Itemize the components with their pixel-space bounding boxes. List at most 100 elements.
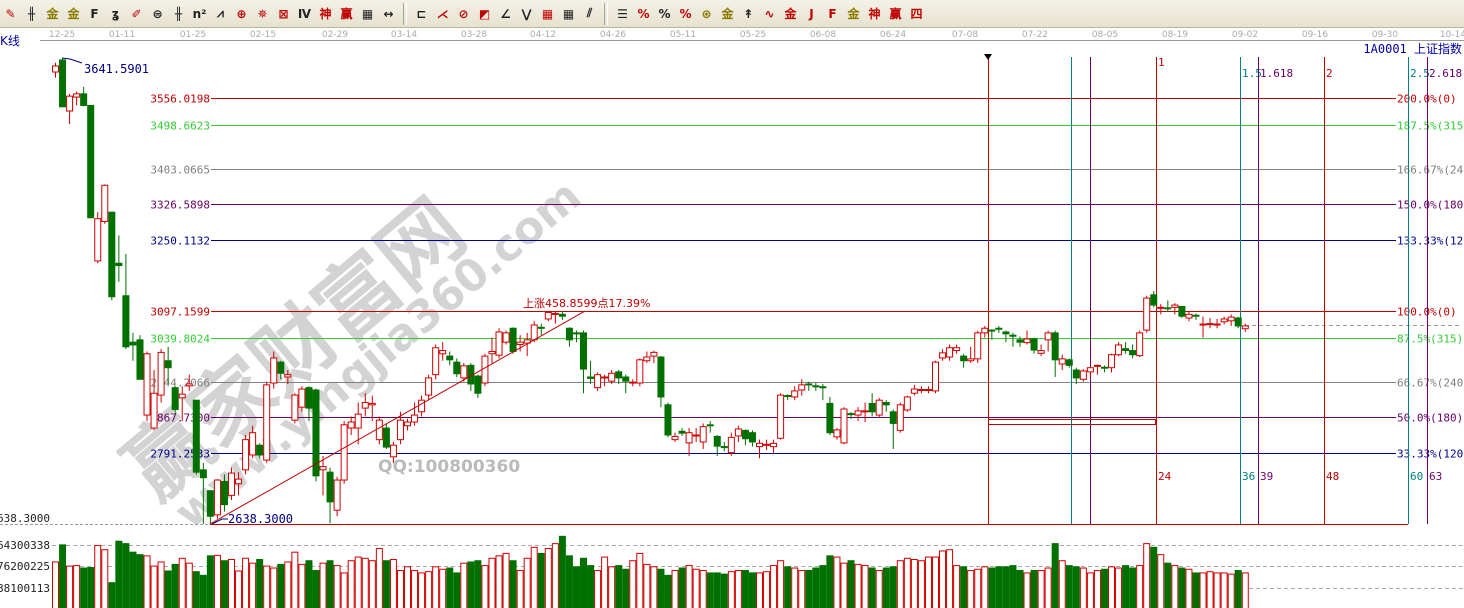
volume-bar[interactable]	[1023, 572, 1031, 608]
volume-bar[interactable]	[284, 561, 292, 608]
volume-bar[interactable]	[988, 567, 996, 608]
candle-body[interactable]	[411, 414, 419, 423]
volume-bar[interactable]	[474, 560, 482, 608]
candle-body[interactable]	[671, 435, 679, 441]
volume-bar[interactable]	[995, 566, 1003, 608]
candle-body[interactable]	[333, 479, 341, 511]
candle-body[interactable]	[615, 371, 623, 379]
volume-bar[interactable]	[741, 569, 749, 608]
volume-bar[interactable]	[1206, 571, 1214, 608]
box-target-icon[interactable]: ⊠	[278, 6, 289, 21]
volume-bar[interactable]	[460, 562, 468, 608]
volume-bar[interactable]	[734, 569, 742, 608]
spiral-icon[interactable]: ʓ	[111, 6, 120, 21]
candle-body[interactable]	[530, 324, 538, 341]
gann-box-icon[interactable]: ⊘	[458, 6, 469, 21]
grid-lines-icon[interactable]: ╫	[27, 6, 36, 21]
volume-bar[interactable]	[235, 570, 243, 608]
candle-body[interactable]	[805, 383, 813, 386]
candle-body[interactable]	[1129, 350, 1137, 356]
candle-body[interactable]	[763, 443, 771, 446]
volume-bar[interactable]	[1129, 567, 1137, 608]
volume-bar[interactable]	[319, 562, 327, 608]
volume-bar[interactable]	[748, 572, 756, 608]
candle-body[interactable]	[1009, 334, 1017, 337]
volume-bar[interactable]	[1178, 567, 1186, 608]
candle-body[interactable]	[889, 411, 897, 424]
volume-bar[interactable]	[66, 565, 74, 608]
candle-body[interactable]	[812, 385, 820, 388]
candle-body[interactable]	[826, 402, 834, 434]
candle-body[interactable]	[924, 389, 932, 392]
volume-bar[interactable]	[558, 535, 566, 608]
volume-bar[interactable]	[178, 557, 186, 608]
candle-body[interactable]	[340, 424, 348, 481]
volume-bar[interactable]	[73, 565, 81, 608]
volume-bar[interactable]	[699, 569, 707, 608]
volume-bar[interactable]	[565, 555, 573, 608]
volume-bar[interactable]	[720, 573, 728, 608]
gold-ruler-icon[interactable]: 金	[67, 7, 80, 21]
volume-bar[interactable]	[530, 546, 538, 608]
volume-bar[interactable]	[1227, 573, 1235, 608]
candle-body[interactable]	[981, 327, 989, 334]
candle-body[interactable]	[791, 390, 799, 398]
candle-body[interactable]	[1157, 306, 1165, 309]
volume-bar[interactable]	[129, 551, 137, 608]
volume-bar[interactable]	[228, 559, 235, 608]
candle-body[interactable]	[474, 375, 482, 394]
candle-body[interactable]	[657, 356, 665, 398]
volume-bar[interactable]	[143, 555, 151, 608]
volume-bar[interactable]	[903, 557, 911, 608]
candle-body[interactable]	[382, 427, 390, 448]
volume-bar[interactable]	[1065, 565, 1073, 608]
volume-bar[interactable]	[826, 555, 834, 608]
candle-body[interactable]	[270, 357, 278, 384]
volume-bar[interactable]	[375, 548, 383, 608]
volume-bar[interactable]	[805, 569, 813, 608]
candle-body[interactable]	[1150, 294, 1158, 306]
volume-bar[interactable]	[333, 565, 341, 608]
candle-body[interactable]	[854, 410, 862, 416]
candle-body[interactable]	[87, 104, 95, 219]
volume-bar[interactable]	[432, 566, 440, 608]
volume-bar[interactable]	[242, 557, 250, 608]
candle-body[interactable]	[1227, 316, 1235, 322]
candle-body[interactable]	[453, 361, 461, 375]
candle-body[interactable]	[129, 341, 137, 346]
volume-bar[interactable]	[868, 567, 876, 608]
candle-body[interactable]	[1079, 370, 1087, 380]
fan-icon[interactable]: ⋌	[436, 6, 449, 21]
candle-body[interactable]	[235, 478, 243, 485]
candle-body[interactable]	[629, 381, 637, 384]
volume-bar[interactable]	[502, 552, 510, 608]
volume-bar[interactable]	[199, 574, 207, 608]
f-fan-icon[interactable]: F	[828, 6, 837, 21]
candle-body[interactable]	[1051, 332, 1059, 361]
candle-body[interactable]	[551, 312, 559, 315]
angle-lines-icon[interactable]: ⩘	[217, 6, 224, 20]
candle-body[interactable]	[108, 211, 116, 298]
volume-bar[interactable]	[1143, 543, 1151, 608]
candle-body[interactable]	[840, 408, 848, 444]
volume-bar[interactable]	[847, 560, 855, 608]
volume-bar[interactable]	[481, 565, 489, 608]
candle-body[interactable]	[1108, 354, 1115, 369]
volume-bar[interactable]	[910, 559, 918, 608]
volume-bar[interactable]	[713, 572, 721, 608]
volume-bar[interactable]	[650, 566, 658, 608]
candle-body[interactable]	[298, 388, 306, 408]
candle-body[interactable]	[903, 396, 911, 411]
candle-body[interactable]	[1122, 348, 1130, 352]
volume-bar[interactable]	[509, 560, 517, 608]
volume-bar[interactable]	[854, 563, 862, 608]
grid-black-icon[interactable]: ▦	[562, 6, 575, 21]
volume-bar[interactable]	[1115, 567, 1123, 608]
volume-bar[interactable]	[404, 566, 411, 608]
volume-bar[interactable]	[185, 562, 193, 608]
candle-body[interactable]	[798, 384, 806, 391]
volume-bar[interactable]	[1037, 569, 1045, 608]
candle-body[interactable]	[565, 327, 573, 341]
volume-bar[interactable]	[1086, 572, 1094, 608]
volume-bar[interactable]	[960, 566, 968, 608]
